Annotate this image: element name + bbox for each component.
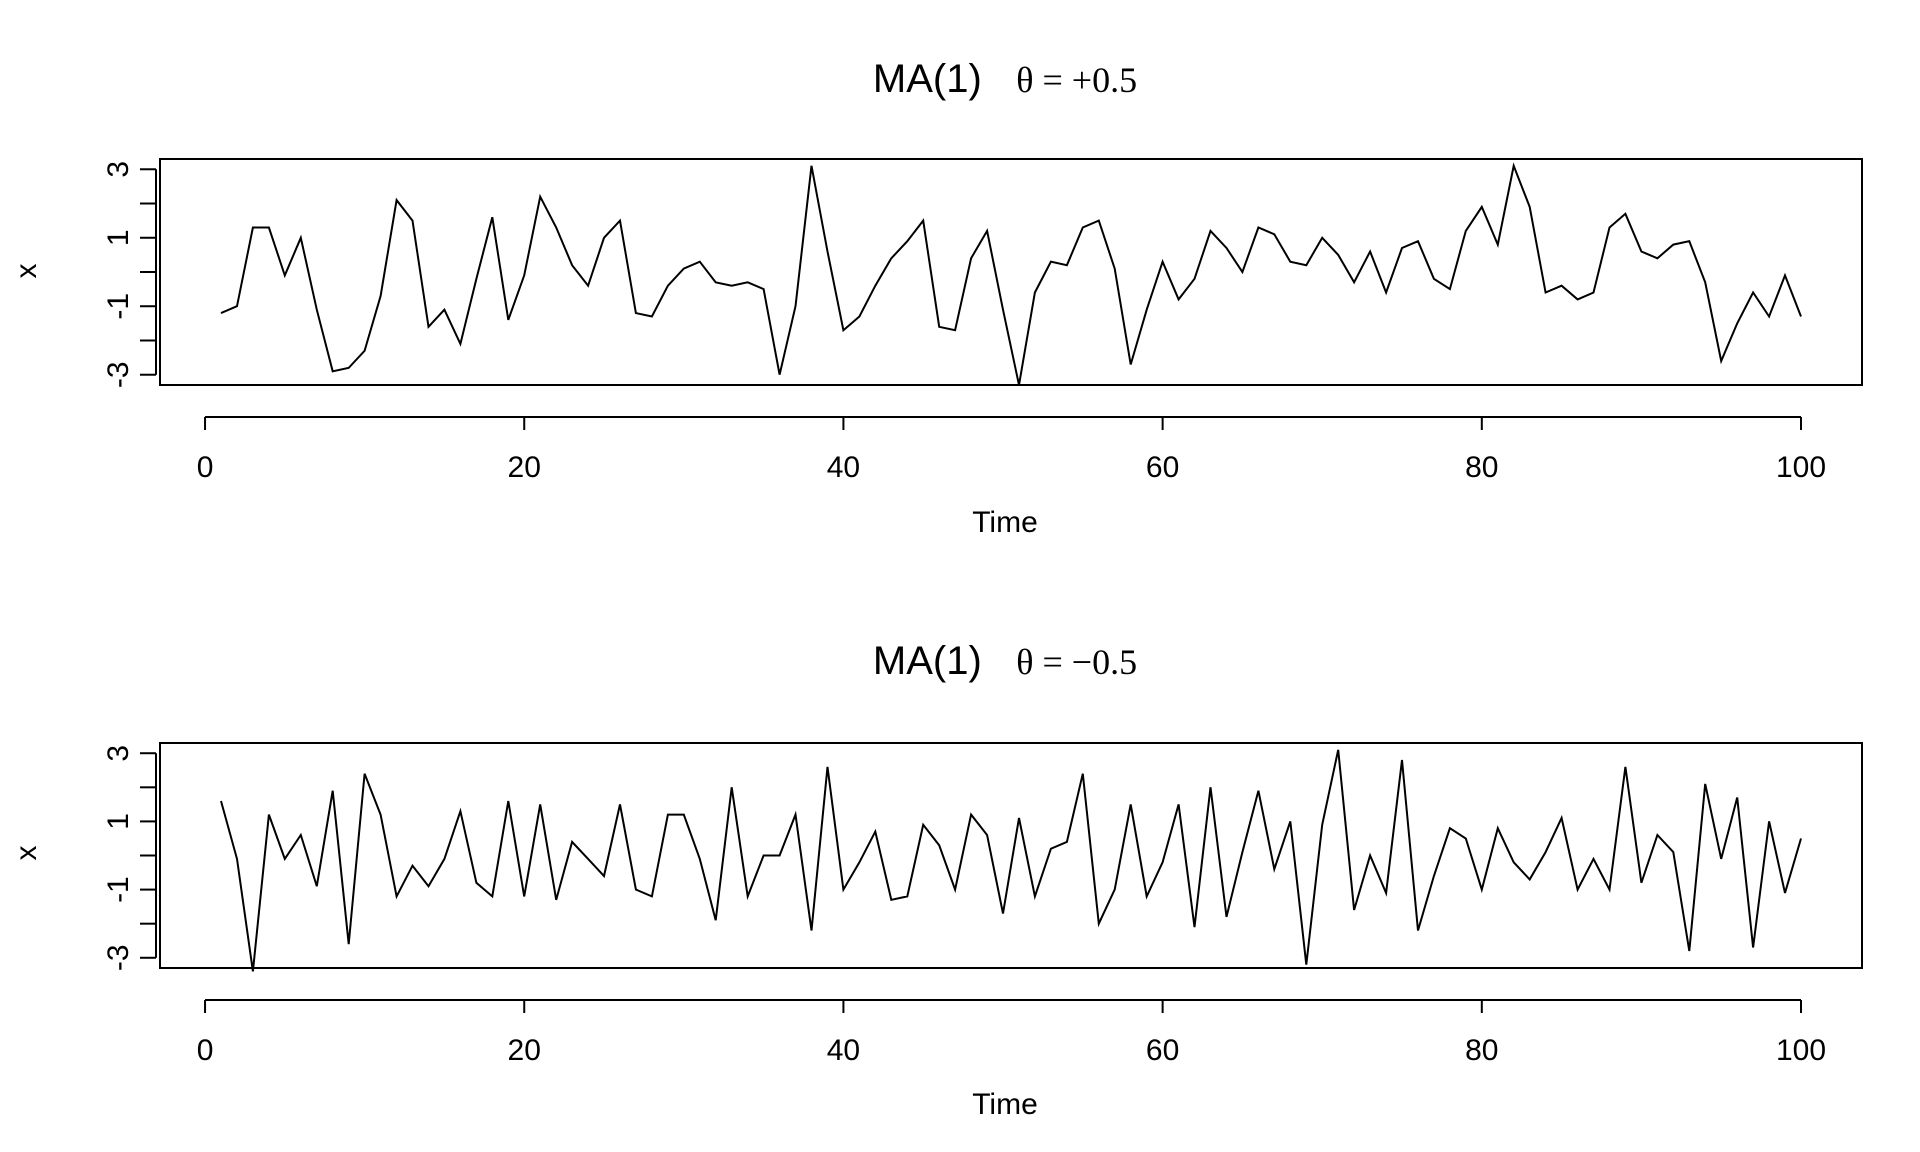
y-tick-label: -1	[102, 293, 135, 320]
x-axis-label: Time	[972, 506, 1038, 539]
plot-border	[159, 742, 1863, 969]
title-theta: θ = +0.5	[1016, 60, 1137, 100]
x-tick-label: 20	[508, 451, 541, 484]
y-tick-label: 3	[102, 161, 135, 178]
axis-ticks: 0 20 40 60 80 100 -3 -1 1 3	[102, 161, 1826, 484]
y-axis-label: x	[10, 846, 43, 861]
x-tick-label: 40	[827, 451, 860, 484]
y-tick-label: 3	[102, 745, 135, 762]
y-tick-label: -3	[102, 361, 135, 388]
plot-border	[159, 158, 1863, 386]
x-tick-label: 0	[197, 451, 214, 484]
y-tick-label: 1	[102, 229, 135, 246]
plot-frame	[159, 742, 1863, 969]
y-tick-label: 1	[102, 813, 135, 830]
panel-bottom: MA(1) θ = −0.5 0 20 40 60 80 100 -3 -1 1 3 Time x	[10, 639, 1863, 1121]
series-line	[220, 749, 1802, 972]
chart-title: MA(1) θ = +0.5	[873, 57, 1137, 101]
y-tick-label: -1	[102, 876, 135, 903]
x-tick-label: 0	[197, 1034, 214, 1067]
plot-frame	[159, 158, 1863, 386]
panel-top: MA(1) θ = +0.5 0 20 40 60 80 100 -3 -1 1 3 Time x	[10, 57, 1863, 539]
x-tick-label: 60	[1146, 451, 1179, 484]
y-axis-label: x	[10, 264, 43, 279]
title-theta: θ = −0.5	[1016, 642, 1137, 682]
y-tick-label: -3	[102, 944, 135, 971]
x-tick-label: 20	[508, 1034, 541, 1067]
series-line	[220, 162, 1802, 386]
x-axis-label: Time	[972, 1088, 1038, 1121]
title-prefix: MA(1)	[873, 639, 982, 683]
axis-ticks: 0 20 40 60 80 100 -3 -1 1 3	[102, 745, 1826, 1067]
chart-title: MA(1) θ = −0.5	[873, 639, 1137, 683]
x-tick-label: 40	[827, 1034, 860, 1067]
x-tick-label: 60	[1146, 1034, 1179, 1067]
x-tick-label: 80	[1465, 1034, 1498, 1067]
x-tick-label: 100	[1776, 1034, 1826, 1067]
title-prefix: MA(1)	[873, 57, 982, 101]
x-tick-label: 80	[1465, 451, 1498, 484]
x-tick-label: 100	[1776, 451, 1826, 484]
